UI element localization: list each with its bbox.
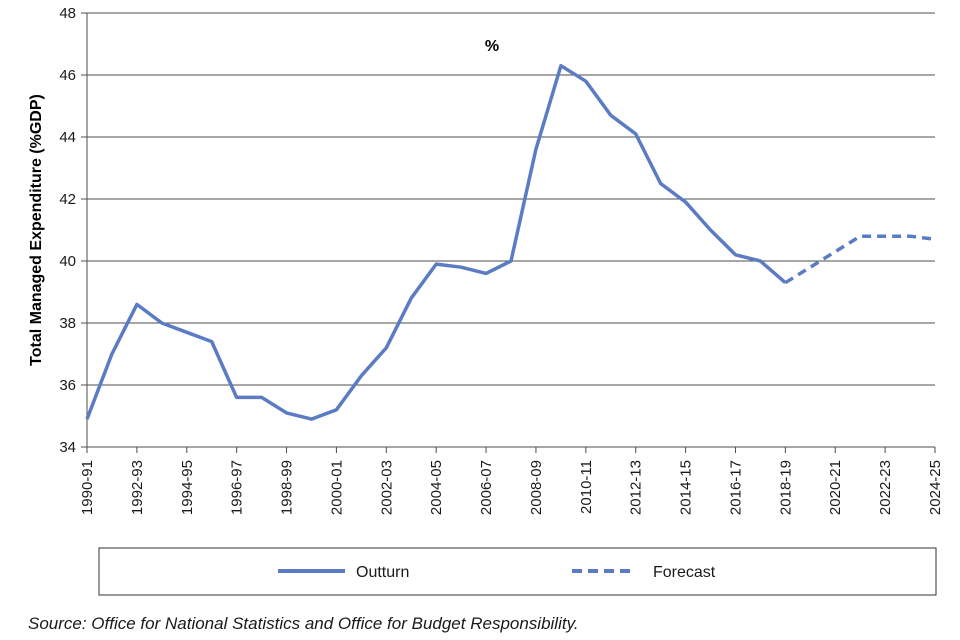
x-tick-label: 1992-93 [129, 460, 146, 515]
x-tick-label: 2008-09 [528, 460, 545, 515]
y-tick-labels: 34 36 38 40 42 44 46 48 [59, 5, 76, 456]
y-tick-label: 36 [59, 377, 76, 394]
y-axis-label: Total Managed Expenditure (%GDP) [28, 94, 45, 366]
legend: Outturn Forecast [98, 547, 937, 596]
y-tick-label: 38 [59, 315, 76, 332]
x-tick-label: 2012-13 [628, 460, 645, 515]
legend-outturn-label: Outturn [356, 564, 409, 581]
x-tick-label: 1990-91 [79, 460, 96, 515]
gridlines [87, 12, 935, 386]
x-tick-label: 2016-17 [727, 460, 744, 515]
x-tick-label: 2022-23 [877, 460, 894, 515]
legend-forecast-label: Forecast [653, 564, 716, 581]
x-tick-label: 2006-07 [478, 460, 495, 515]
y-tick-label: 46 [59, 67, 76, 84]
x-tick-label: 2024-25 [927, 460, 944, 515]
x-tick-label: 2004-05 [428, 460, 445, 515]
series-line-outturn [85, 63, 787, 421]
y-tick-label: 34 [59, 439, 76, 456]
x-tick-label: 2002-03 [378, 460, 395, 515]
x-tick-label: 2014-15 [678, 460, 695, 515]
series-line-forecast [784, 234, 936, 285]
y-tick-label: 42 [59, 191, 76, 208]
unit-label: % [485, 38, 499, 55]
y-tick-label: 48 [59, 5, 76, 22]
x-tick-label: 2000-01 [328, 460, 345, 515]
y-tick-label: 44 [59, 129, 76, 146]
x-tick-label: 2018-19 [777, 460, 794, 515]
axes [81, 12, 936, 453]
x-tick-labels: 1990-91 1992-93 1994-95 1996-97 1998-99 2000-… [79, 460, 944, 515]
source-note: Source: Office for National Statistics a… [28, 614, 579, 633]
series-lines [85, 63, 936, 421]
x-tick-label: 1996-97 [229, 460, 246, 515]
x-tick-label: 1994-95 [179, 460, 196, 515]
y-tick-label: 40 [59, 253, 76, 270]
x-tick-label: 2020-21 [827, 460, 844, 515]
x-tick-label: 1998-99 [279, 460, 296, 515]
legend-box [98, 547, 937, 596]
x-tick-label: 2010-11 [578, 460, 595, 514]
